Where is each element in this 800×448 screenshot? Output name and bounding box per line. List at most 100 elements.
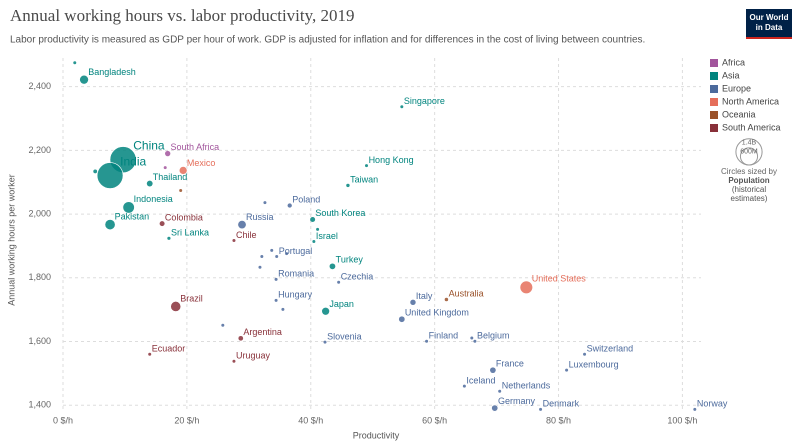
point-label: Colombia: [165, 212, 203, 222]
size-legend-title: Circles sized by: [721, 167, 777, 176]
bubble: [179, 189, 183, 193]
point-label: Chile: [236, 230, 257, 240]
bubble: [410, 299, 416, 306]
x-tick-label: 60 $/h: [422, 415, 447, 425]
bubble: [221, 323, 225, 327]
legend-label: Africa: [722, 57, 745, 67]
point-label: Singapore: [404, 96, 445, 106]
point-label: Argentina: [243, 327, 282, 337]
point-label: Uruguay: [236, 351, 271, 361]
bubble: [274, 277, 278, 281]
bubble: [565, 368, 569, 372]
bubble: [287, 203, 292, 208]
x-tick-label: 0 $/h: [53, 415, 73, 425]
bubble: [285, 252, 289, 256]
point-label: Ecuador: [152, 344, 186, 354]
point-label: Hong Kong: [369, 155, 414, 165]
bubble: [693, 407, 697, 411]
legend-swatch: [710, 72, 718, 80]
point-label: Brazil: [180, 293, 203, 303]
bubble: [346, 183, 350, 188]
bubble: [398, 316, 405, 323]
point-label: Poland: [292, 194, 320, 204]
bubble: [167, 236, 171, 240]
point-label: Romania: [278, 269, 314, 279]
point-label: Denmark: [543, 399, 580, 409]
legend-label: Europe: [722, 83, 751, 93]
bubble: [310, 217, 316, 223]
point-label: Iceland: [466, 375, 495, 385]
bubble: [316, 227, 320, 231]
bubble: [232, 359, 236, 363]
bubble: [178, 166, 188, 175]
point-label: Portugal: [279, 246, 313, 256]
point-label: Mexico: [187, 158, 216, 168]
x-tick-label: 100 $/h: [667, 415, 697, 425]
point-label: Sri Lanka: [171, 228, 209, 238]
y-tick-label: 1,400: [28, 400, 51, 410]
point-label: Luxembourg: [569, 360, 619, 370]
size-legend-text: (historical: [732, 185, 766, 194]
bubble: [122, 201, 135, 214]
point-label: Bangladesh: [88, 67, 136, 77]
x-axis-label: Productivity: [353, 430, 400, 440]
x-tick-label: 80 $/h: [546, 415, 571, 425]
point-label: Slovenia: [327, 331, 362, 341]
bubble: [96, 162, 124, 189]
bubble: [462, 384, 466, 388]
x-tick-label: 20 $/h: [174, 415, 199, 425]
x-tick-label: 40 $/h: [298, 415, 323, 425]
legend-label: North America: [722, 96, 779, 106]
point-label: South Africa: [171, 142, 220, 152]
logo: [746, 9, 792, 39]
legend-swatch: [710, 85, 718, 93]
point-label: Japan: [329, 299, 354, 309]
point-label: United States: [532, 273, 587, 283]
point-label: Turkey: [336, 254, 364, 264]
legend-swatch: [710, 98, 718, 106]
point-label: Switzerland: [587, 344, 634, 354]
bubble: [312, 239, 316, 243]
logo-underline: [746, 37, 792, 39]
bubble: [104, 219, 116, 231]
bubble: [163, 166, 167, 170]
point-label: Israel: [316, 231, 338, 241]
bubble: [93, 169, 98, 174]
bubble: [323, 340, 327, 344]
y-tick-label: 1,600: [28, 336, 51, 346]
bubble: [148, 352, 152, 356]
bubble: [473, 339, 477, 343]
point-label: Pakistan: [115, 211, 150, 221]
point-label: Italy: [416, 291, 433, 301]
y-axis-label: Annual working hours per worker: [6, 174, 16, 306]
bubble: [444, 297, 449, 302]
point-label: Netherlands: [502, 381, 551, 391]
logo-text: in Data: [756, 23, 783, 32]
logo-text: Our World: [750, 13, 789, 22]
bubble: [400, 105, 404, 109]
size-legend-label: 600M: [740, 149, 758, 156]
point-label: South Korea: [315, 208, 365, 218]
point-label: United Kingdom: [405, 308, 469, 318]
chart-subtitle: Labor productivity is measured as GDP pe…: [10, 35, 645, 46]
bubble: [274, 298, 278, 302]
point-label: India: [120, 155, 146, 169]
legend-label: Asia: [722, 70, 740, 80]
point-label: Australia: [449, 289, 484, 299]
bubble: [583, 352, 587, 356]
bubble: [170, 301, 182, 312]
chart-title: Annual working hours vs. labor productiv…: [10, 6, 355, 25]
bubble: [159, 221, 165, 227]
point-label: Germany: [498, 396, 536, 406]
y-tick-label: 1,800: [28, 272, 51, 282]
bubble: [365, 164, 369, 168]
size-legend-label: 1.4B: [742, 140, 757, 147]
bubble: [519, 280, 533, 295]
bubble: [73, 61, 77, 65]
point-label: Belgium: [477, 331, 510, 341]
point-label: Hungary: [278, 290, 313, 300]
bubble: [498, 389, 502, 393]
bubble: [281, 307, 285, 311]
y-tick-label: 2,000: [28, 208, 51, 218]
